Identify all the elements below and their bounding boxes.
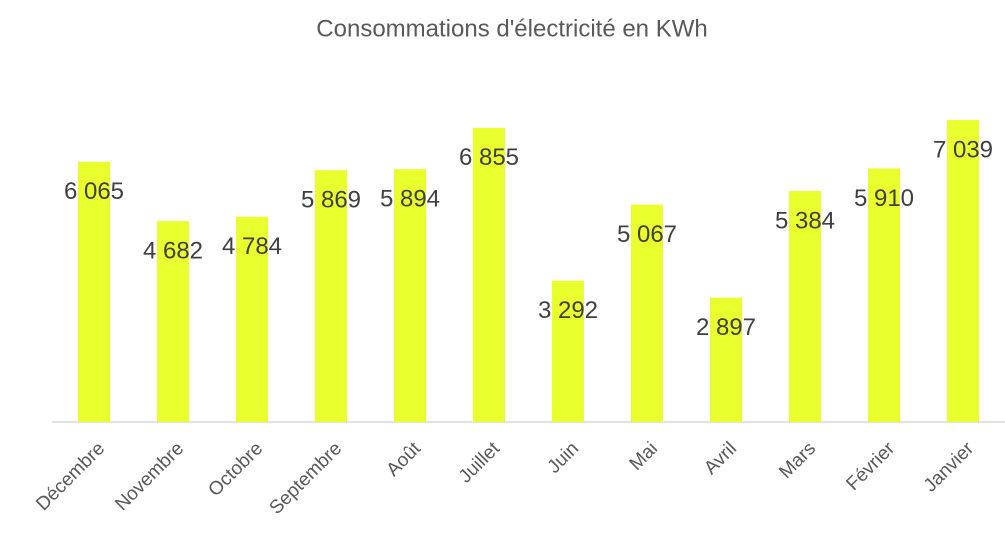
x-tick-label: Juin xyxy=(544,438,583,477)
data-label: 2 897 xyxy=(696,314,756,341)
x-tick-label: Août xyxy=(383,438,426,481)
bar xyxy=(868,168,900,422)
data-label: 7 039 xyxy=(933,136,993,163)
bar xyxy=(78,161,110,422)
x-tick-label: Octobre xyxy=(204,438,267,501)
bar xyxy=(157,221,189,422)
data-label: 4 784 xyxy=(222,233,282,260)
x-tick-label: Janvier xyxy=(920,438,979,497)
x-tick-label: Mai xyxy=(626,438,663,475)
x-tick-label: Mars xyxy=(775,438,820,483)
bar xyxy=(394,169,426,422)
x-tick-label: Avril xyxy=(700,438,741,479)
chart-title: Consommations d'électricité en KWh xyxy=(316,15,707,42)
bar xyxy=(631,204,663,422)
x-tick-label: Février xyxy=(842,438,899,495)
data-label: 4 682 xyxy=(143,237,203,264)
data-label: 5 894 xyxy=(380,185,440,212)
bar xyxy=(710,297,742,422)
data-label: 5 384 xyxy=(775,207,835,234)
bar xyxy=(552,280,584,422)
bar xyxy=(315,170,347,422)
x-tick-label: Septembre xyxy=(266,438,347,519)
x-tick-label: Décembre xyxy=(32,438,109,515)
x-tick-label: Juillet xyxy=(455,438,505,488)
data-label: 5 910 xyxy=(854,185,914,212)
data-label: 6 855 xyxy=(459,144,519,171)
x-tick-label: Novembre xyxy=(111,438,188,515)
bar xyxy=(236,216,268,422)
data-label: 3 292 xyxy=(538,297,598,324)
data-label: 5 067 xyxy=(617,221,677,248)
data-label: 5 869 xyxy=(301,187,361,214)
bar xyxy=(473,127,505,423)
bar xyxy=(947,120,979,422)
data-label: 6 065 xyxy=(64,178,124,205)
bar xyxy=(789,191,821,422)
